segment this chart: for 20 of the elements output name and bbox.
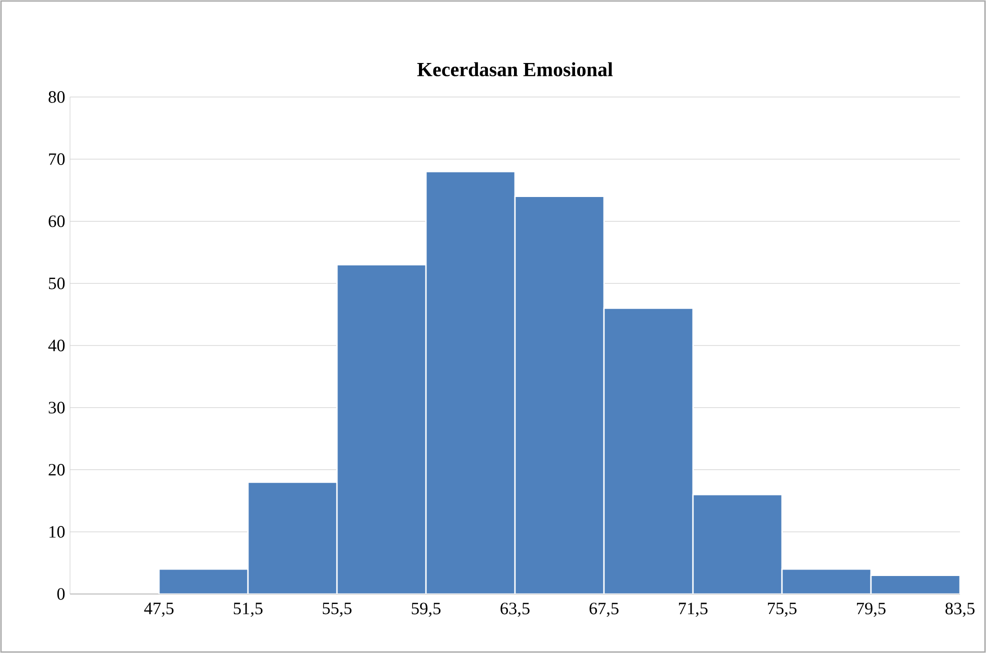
x-tick-label: 71,5 (678, 602, 708, 617)
x-tick-label: 75,5 (768, 602, 796, 617)
x-tick-label: 47,5 (144, 602, 174, 617)
y-tick-label: 10 (49, 526, 65, 538)
x-tick-label: 59,5 (412, 602, 440, 617)
x-tick-label: 55,5 (322, 602, 352, 617)
y-tick-label: 30 (48, 402, 65, 414)
chart-title: Kecerdasan Emosional (417, 62, 613, 76)
y-tick-label: 70 (49, 153, 65, 165)
x-tick-label: 63,5 (500, 602, 530, 617)
y-tick-label: 20 (48, 464, 65, 476)
x-tick-label: 51,5 (234, 602, 262, 617)
y-tick-label: 50 (48, 278, 65, 290)
x-tick-label: 83,5 (946, 602, 974, 617)
y-tick-label: 40 (48, 340, 65, 352)
y-tick-label: 60 (48, 215, 65, 228)
x-tick-label: 79,5 (856, 602, 886, 617)
y-tick-label: 80 (48, 91, 65, 103)
x-tick-label: 67,5 (590, 602, 618, 617)
y-tick-label: 0 (57, 588, 65, 600)
